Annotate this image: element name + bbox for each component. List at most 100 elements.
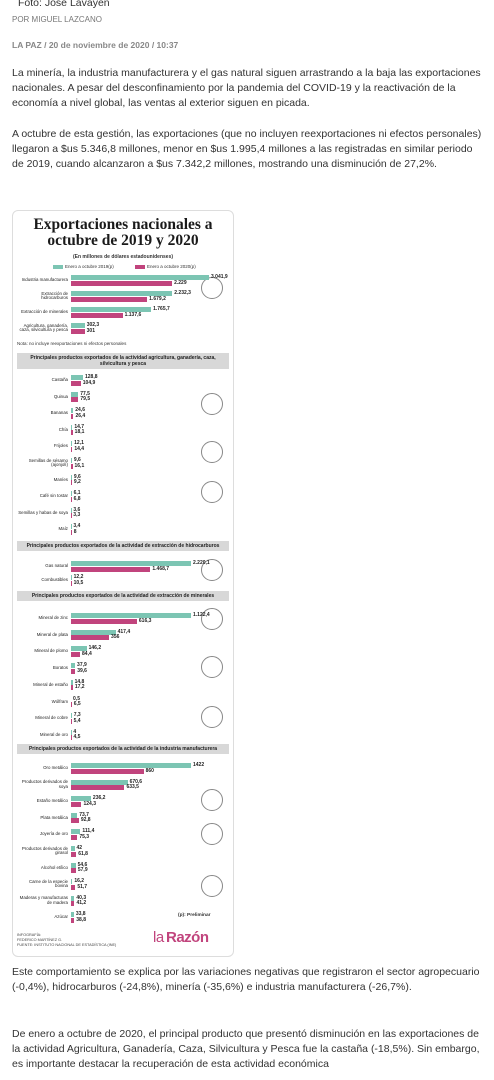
value-label: 1.137,6	[124, 311, 142, 318]
note: Nota: no incluye reexportaciones ni efec…	[17, 341, 127, 346]
photo-credit: Foto: José Lavayén	[18, 0, 110, 9]
bar	[71, 768, 144, 774]
bar	[71, 408, 74, 414]
bar	[71, 380, 81, 386]
bar	[71, 834, 78, 840]
row-label: Bananas	[50, 410, 68, 416]
value-label: 633,5	[126, 784, 139, 791]
value-label: 670,6	[129, 778, 143, 785]
value-label: 1.765,7	[153, 306, 170, 312]
bar	[71, 884, 76, 890]
row-label: Alcohol etílico	[40, 864, 68, 870]
value-label: 14,8	[74, 678, 85, 685]
bar	[71, 629, 116, 635]
row-label: Castaña	[51, 377, 68, 382]
row-label: Extracción de hidrocarburos	[41, 290, 68, 301]
legend-label: Enero a octubre 2020(p)	[147, 264, 196, 269]
bar	[71, 291, 173, 296]
icon	[201, 656, 223, 678]
icon	[201, 823, 223, 845]
bar	[71, 529, 72, 535]
value-label: 8	[73, 528, 77, 535]
row-label: Semillas y habas de soya	[18, 509, 68, 515]
credit: FEDERICO MARTÍNEZ G.	[17, 938, 63, 942]
paragraph: Este comportamiento se explica por las v…	[12, 966, 480, 993]
value-label: 18,1	[74, 429, 85, 436]
value-label: 7,3	[73, 712, 81, 719]
bar	[71, 613, 191, 618]
value-label: 24,6	[75, 407, 86, 414]
value-label: 4	[73, 728, 77, 735]
bar	[71, 328, 85, 334]
value-label: 37,9	[77, 662, 87, 669]
bar	[71, 491, 72, 497]
bar	[71, 430, 73, 436]
bar	[71, 413, 74, 419]
value-label: 128,8	[85, 374, 98, 380]
bar	[71, 851, 77, 857]
value-label: 38,8	[76, 916, 86, 923]
bar	[71, 575, 72, 580]
section-header: Principales productos exportados de la a…	[17, 353, 229, 369]
row-label: Semillas de sésamo (ajonjolí)	[28, 457, 68, 468]
value-label: 16,1	[74, 462, 85, 469]
bar	[71, 397, 79, 403]
row-label: Chía	[58, 426, 68, 432]
row-label: Agricultura, ganadería, caza, silvicultu…	[19, 322, 68, 333]
value-label: 9,6	[73, 473, 81, 480]
value-label: 302,3	[86, 322, 100, 328]
value-label: 236,2	[92, 795, 106, 802]
icon	[201, 706, 223, 728]
bar	[71, 561, 191, 566]
bar	[71, 718, 72, 724]
bar	[71, 763, 191, 768]
row-label: Gas natural	[45, 563, 68, 568]
row-label: Mineral de plata	[36, 631, 68, 637]
row-label: Mineral de estaño	[33, 681, 68, 687]
bar	[71, 496, 72, 502]
legend-label: Enero a octubre 2019(p)	[65, 264, 114, 269]
bar	[71, 375, 83, 380]
value-label: 42	[76, 845, 83, 851]
value-label: 3,6	[73, 506, 81, 513]
icon	[201, 559, 223, 581]
value-label: 124,3	[83, 800, 96, 807]
credit: FUENTE: INSTITUTO NACIONAL DE ESTADÍSTIC…	[17, 943, 117, 947]
value-label: 84,4	[82, 650, 92, 657]
row-label: Productos derivados de girasol	[21, 845, 68, 856]
value-label: 2.220,1	[193, 560, 210, 566]
bar	[71, 296, 148, 302]
value-label: 77,5	[80, 390, 90, 397]
bar	[71, 480, 72, 486]
value-label: 17,2	[74, 684, 85, 691]
value-label: 79,5	[80, 396, 91, 403]
value-label: 51,7	[77, 883, 88, 890]
value-label: 1.468,7	[152, 565, 170, 572]
bar	[71, 912, 74, 918]
section-header: Principales productos exportados de la a…	[17, 541, 229, 551]
value-label: 41,2	[76, 900, 87, 907]
bar	[71, 323, 85, 328]
bar	[71, 785, 125, 791]
value-label: 39,6	[77, 667, 87, 674]
bar	[71, 668, 76, 674]
bar	[71, 713, 72, 719]
row-label: Carne de la especie bovina	[28, 878, 68, 889]
bar	[71, 446, 73, 452]
icon	[201, 277, 223, 299]
value-label: 1422	[193, 762, 205, 768]
value-label: 5,4	[73, 717, 81, 724]
bar	[71, 307, 152, 312]
value-label: 12,1	[74, 440, 84, 447]
bar	[71, 651, 81, 657]
value-label: 860	[145, 767, 154, 774]
bar	[71, 663, 76, 669]
value-label: 73,7	[79, 811, 89, 818]
row-label: Combustibles	[41, 577, 68, 582]
value-label: 1.679,2	[149, 295, 166, 302]
bar	[71, 280, 173, 286]
bar	[71, 846, 75, 851]
row-label: Maíz	[58, 526, 68, 532]
value-label: 356	[111, 634, 120, 641]
